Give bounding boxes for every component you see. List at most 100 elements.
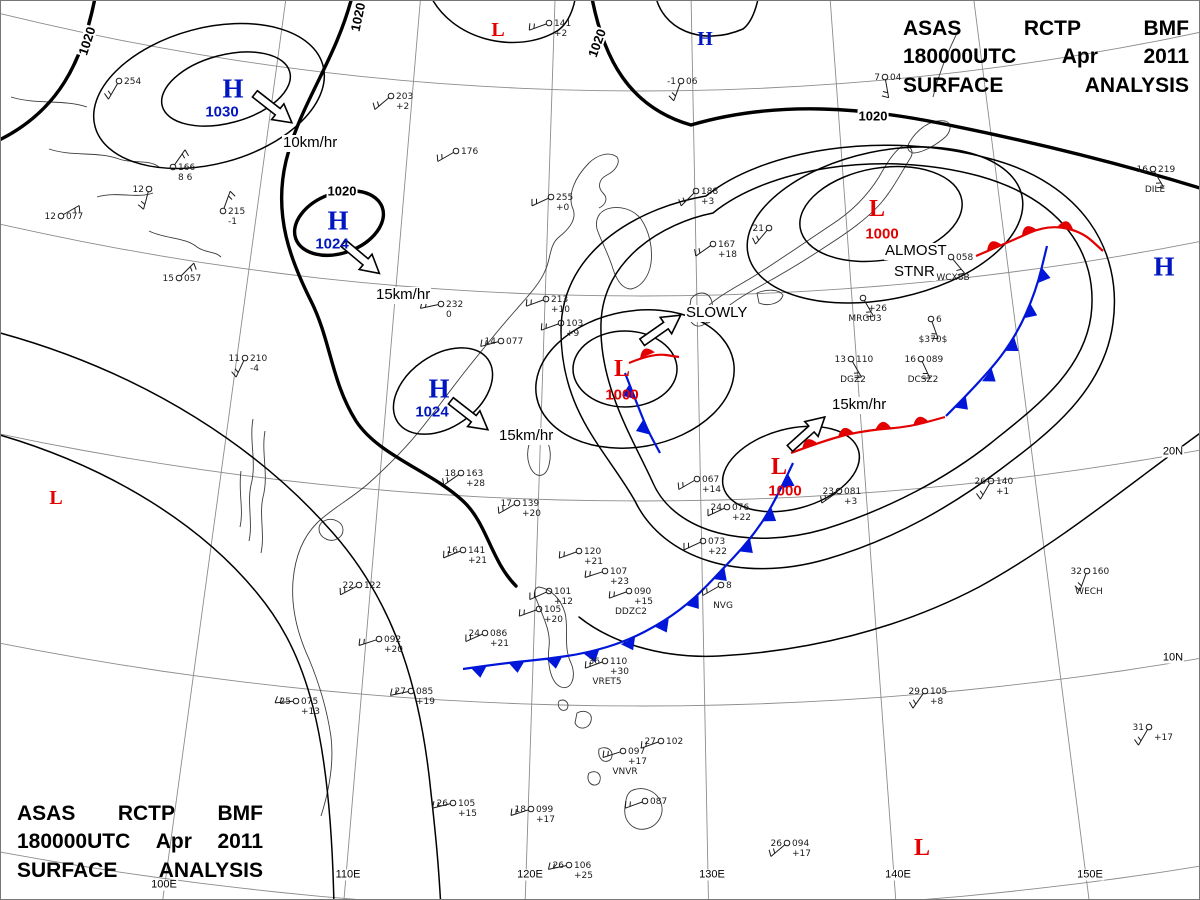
- station-pressure: 094: [792, 839, 809, 849]
- motion-label: 10km/hr: [282, 134, 339, 152]
- station-circle: [765, 224, 773, 232]
- isobar: [279, 1, 518, 588]
- station-circle: [57, 212, 65, 220]
- station-circle: [375, 635, 383, 643]
- wind-barb: [529, 591, 547, 600]
- station-pressure: 103: [566, 319, 583, 329]
- wind-barb-tick: [668, 95, 675, 102]
- longitude-label: 150E: [1076, 868, 1104, 881]
- station-circle: [693, 475, 701, 483]
- coastline: [596, 207, 652, 290]
- cold-front-glyph: [622, 384, 636, 400]
- station-temp: 29: [909, 687, 921, 697]
- station-pressure: 057: [184, 274, 201, 284]
- station-circle: [565, 861, 573, 869]
- station-plot: 103+9: [540, 319, 583, 339]
- longitude-label: 110E: [334, 868, 362, 881]
- station-circle: [601, 657, 609, 665]
- wind-barb-tick: [525, 299, 528, 307]
- warm-front-glyph: [987, 241, 1002, 252]
- station-pressure: 122: [364, 581, 381, 591]
- station-dewpoint: +21: [584, 557, 603, 567]
- cold-front: [945, 245, 1049, 417]
- station-pressure: 254: [124, 77, 141, 87]
- cold-front-glyph: [1023, 303, 1038, 319]
- isobar: [721, 425, 861, 513]
- station-temp: 24: [711, 503, 723, 513]
- cold-front-glyph: [713, 567, 727, 581]
- title-line-3: SURFACE ANALYSIS: [903, 72, 1189, 100]
- station-circle: [545, 19, 553, 27]
- station-pressure: 073: [708, 537, 725, 547]
- wind-barb: [702, 586, 719, 596]
- wind-barb: [437, 152, 454, 162]
- wind-barb-tick: [584, 570, 587, 578]
- station-circle: [481, 629, 489, 637]
- wind-barb-tick: [931, 337, 939, 340]
- low-center: L: [49, 487, 63, 509]
- low-center: L: [770, 454, 788, 480]
- station-dewpoint: +2: [396, 102, 409, 112]
- station-pressure: 102: [666, 737, 683, 747]
- coastline: [292, 162, 590, 817]
- wind-barb: [912, 693, 924, 709]
- coastline: [534, 586, 574, 689]
- station-callsign: VRET5: [592, 677, 621, 687]
- station-circle: [449, 799, 457, 807]
- station-dewpoint: +15: [458, 809, 477, 819]
- station-plot: 31 +17: [1133, 723, 1173, 746]
- motion-label: 15km/hr: [831, 396, 888, 414]
- station-plot: 6 $370$: [919, 315, 948, 345]
- wind-barb-tick: [363, 638, 365, 645]
- isobar-label: 1020: [326, 183, 358, 199]
- station-pressure: 089: [926, 355, 943, 365]
- grid-parallel: [1, 851, 1199, 899]
- station-dewpoint: +3: [701, 197, 714, 207]
- wind-barb-tick: [231, 371, 237, 378]
- isobar: [535, 309, 735, 449]
- station-circle: [1145, 723, 1153, 731]
- coastline: [148, 230, 222, 258]
- station-pressure: 075: [301, 697, 318, 707]
- title-block-top-right: ASAS RCTP BMF 180000UTC Apr 2011 SURFACE…: [903, 15, 1189, 100]
- wind-barb-tick: [515, 808, 517, 815]
- station-circle: [601, 567, 609, 575]
- station-callsign: $370$: [919, 335, 948, 345]
- wind-barb: [235, 360, 245, 378]
- wind-barb: [529, 23, 547, 31]
- wind-barb: [223, 191, 231, 209]
- station-dewpoint: +19: [416, 697, 435, 707]
- station-pressure: 105: [930, 687, 947, 697]
- station-pressure: 110: [610, 657, 627, 667]
- longitude-label: 140E: [884, 868, 912, 881]
- station-temp: 14: [485, 337, 497, 347]
- station-dewpoint: +1: [996, 487, 1009, 497]
- station-plot: 24 086+21: [465, 629, 509, 649]
- station-pressure: 099: [536, 805, 553, 815]
- isobar: [746, 146, 1024, 304]
- cold-front-glyph: [635, 419, 650, 435]
- station-circle: [292, 697, 300, 705]
- isobar: [572, 330, 678, 408]
- wind-barb-tick: [234, 368, 239, 373]
- wind-barb: [498, 504, 515, 514]
- station-circle: [619, 747, 627, 755]
- wind-barb: [374, 97, 390, 110]
- station-pressure: 140: [996, 477, 1013, 487]
- wind-barb-tick: [677, 482, 680, 490]
- wind-barb-tick: [756, 235, 760, 241]
- warm-front: [628, 353, 680, 365]
- station-temp: 7: [874, 73, 880, 83]
- station-callsign: WECH: [1075, 587, 1103, 597]
- station-dewpoint: +22: [732, 513, 751, 523]
- title-word: BMF: [1143, 17, 1190, 40]
- station-pressure: 215: [228, 207, 245, 217]
- title-word: ANALYSIS: [1084, 73, 1189, 97]
- station-circle: [709, 240, 717, 248]
- station-pressure: 086: [490, 629, 507, 639]
- isobar: [656, 1, 759, 37]
- wind-barb-tick: [140, 200, 146, 205]
- wind-barb-tick: [694, 249, 697, 257]
- wind-barb-tick: [602, 750, 605, 758]
